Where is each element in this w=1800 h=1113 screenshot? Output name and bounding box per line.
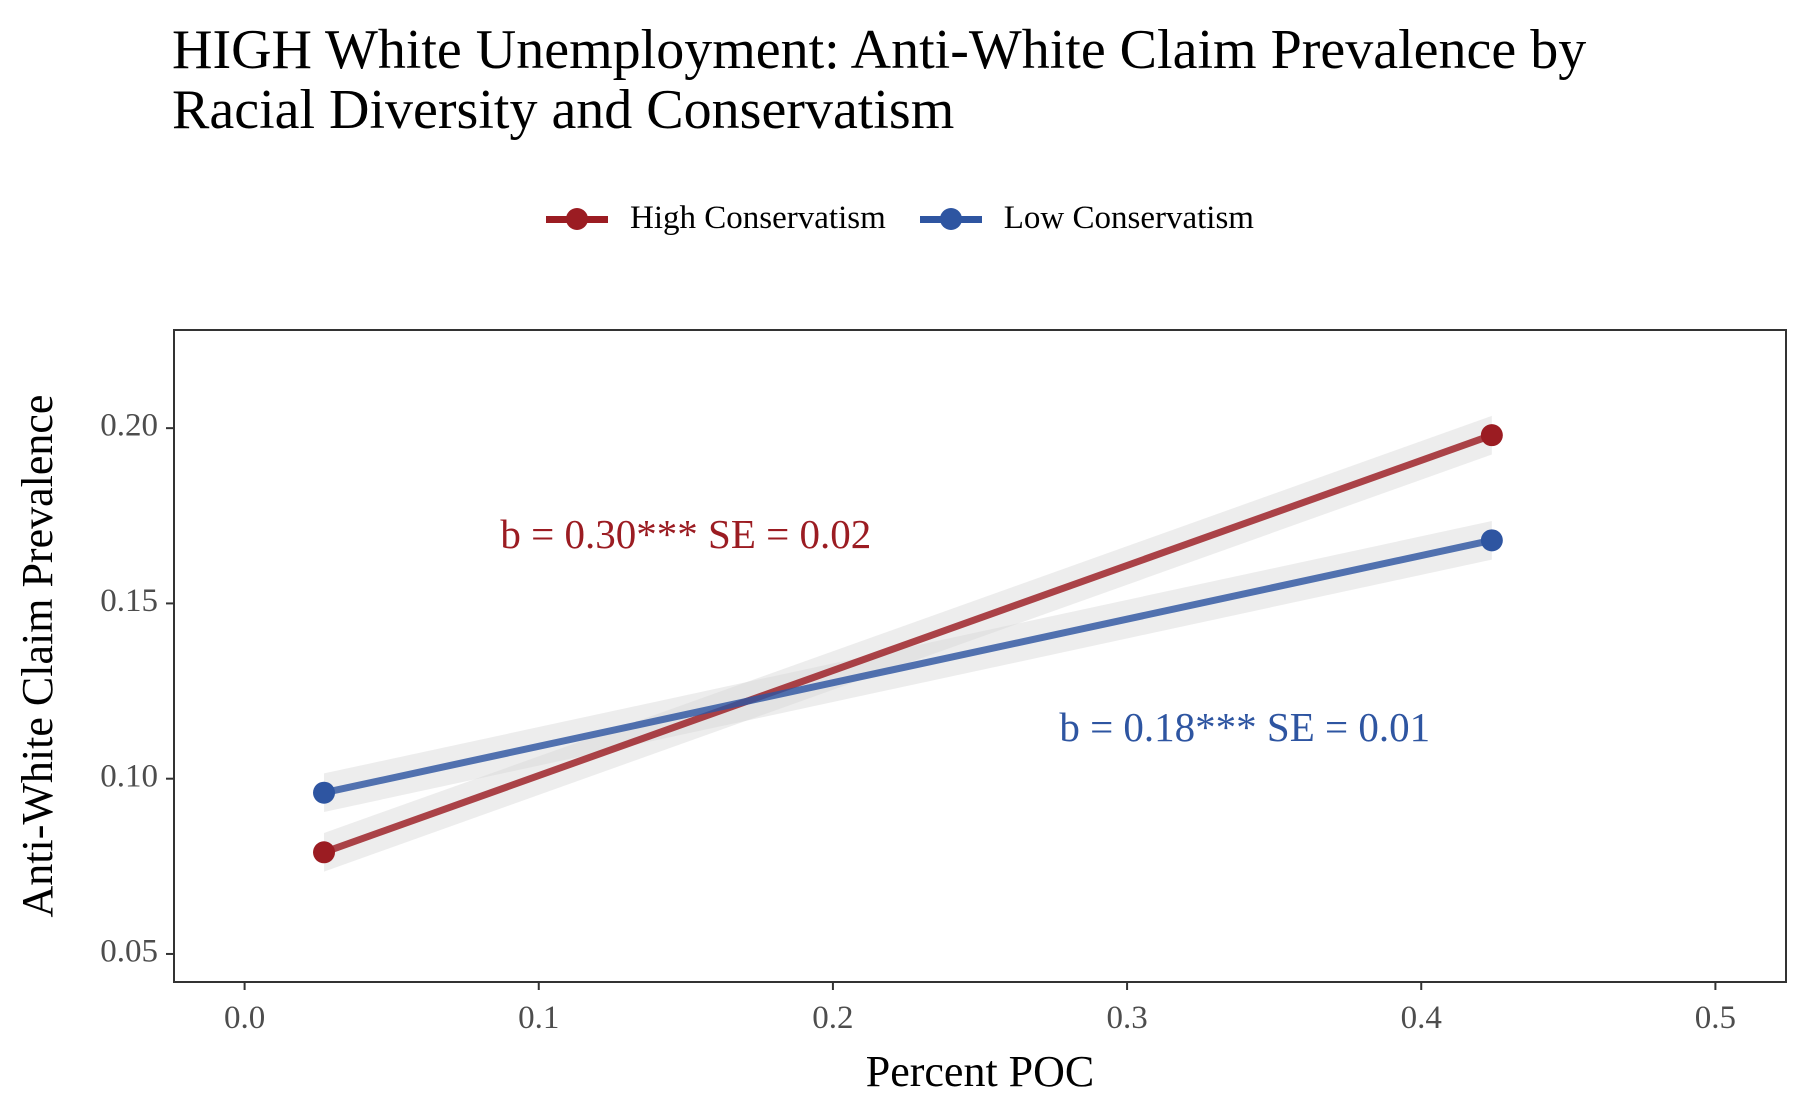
y-axis-title: Anti-White Claim Prevalence xyxy=(13,395,62,918)
y-tick-label: 0.15 xyxy=(100,583,158,619)
series-line-high-conservatism xyxy=(322,431,1494,856)
annotation-low-conservatism: b = 0.18*** SE = 0.01 xyxy=(1059,704,1430,750)
legend-key-low-conservatism xyxy=(919,206,982,232)
annotation-high-conservatism: b = 0.30*** SE = 0.02 xyxy=(500,511,871,557)
data-point-low-conservatism xyxy=(313,781,336,804)
y-tick-label: 0.05 xyxy=(100,934,158,970)
legend-key-high-conservatism xyxy=(546,206,609,232)
legend: High Conservatism Low Conservatism xyxy=(0,200,1800,237)
data-point-high-conservatism xyxy=(1480,424,1503,447)
chart-title-line-2: Racial Diversity and Conservatism xyxy=(172,79,955,141)
data-point-low-conservatism xyxy=(1480,529,1503,552)
x-tick-label: 0.5 xyxy=(1695,1000,1736,1036)
legend-item-high-conservatism: High Conservatism xyxy=(546,200,886,237)
plot-panel-border xyxy=(173,329,1787,983)
legend-item-low-conservatism: Low Conservatism xyxy=(919,200,1254,237)
x-tick-label: 0.3 xyxy=(1106,1000,1147,1036)
data-point-high-conservatism xyxy=(313,841,336,864)
x-tick-label: 0.2 xyxy=(812,1000,853,1036)
legend-label-low-conservatism: Low Conservatism xyxy=(1003,200,1254,236)
series-line-low-conservatism xyxy=(323,536,1493,797)
x-tick-label: 0.0 xyxy=(224,1000,265,1036)
series-lines xyxy=(322,431,1494,856)
x-axis-title: Percent POC xyxy=(866,1047,1095,1096)
series-points xyxy=(313,424,1503,864)
x-tick-label: 0.4 xyxy=(1401,1000,1442,1036)
y-tick-label: 0.10 xyxy=(100,758,158,794)
y-tick-label: 0.20 xyxy=(100,408,158,444)
chart-title-line-1: HIGH White Unemployment: Anti-White Clai… xyxy=(172,19,1587,81)
axes: 0.0 0.1 0.2 0.3 0.4 0.5 0.05 0.10 0.15 0.20 Percen… xyxy=(13,329,1787,1096)
x-tick-label: 0.1 xyxy=(518,1000,559,1036)
annotations: b = 0.30*** SE = 0.02 b = 0.18*** SE = 0.… xyxy=(500,511,1430,750)
legend-label-high-conservatism: High Conservatism xyxy=(630,200,886,236)
